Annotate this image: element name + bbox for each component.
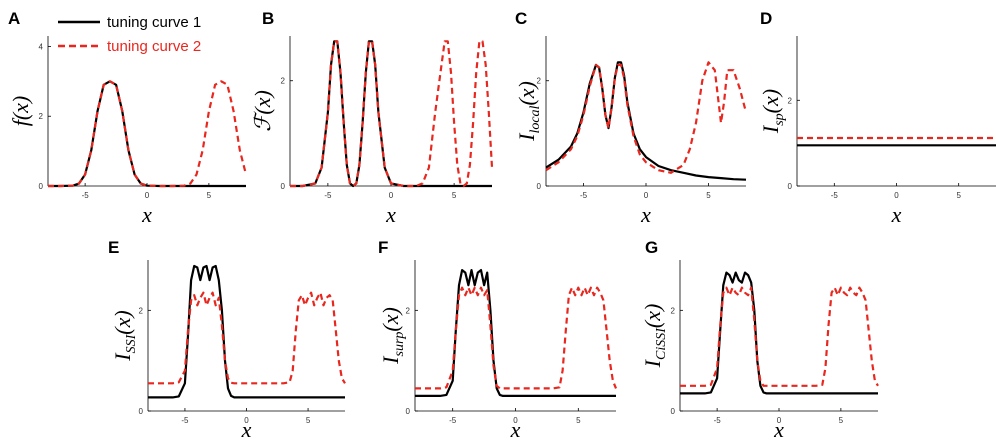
y-label-main: I (110, 352, 135, 362)
panel-letter: A (8, 9, 20, 28)
legend-label-tuning-curve-2: tuning curve 2 (107, 38, 201, 55)
x-tick-label: 5 (839, 416, 844, 425)
y-label-subscript: surp (392, 332, 407, 357)
x-tick-label: -5 (831, 191, 839, 200)
y-tick-label: 0 (281, 182, 286, 191)
y-tick-label: 0 (788, 182, 793, 191)
series-line-tuning-curve-2 (48, 80, 248, 188)
x-axis-label: x (385, 202, 396, 227)
x-tick-label: -5 (324, 191, 332, 200)
x-tick-label: 0 (389, 191, 394, 200)
y-label-suffix: (x) (514, 81, 539, 105)
x-axis-label: x (141, 202, 152, 227)
x-axis-label: x (640, 202, 651, 227)
panel-letter: G (645, 238, 658, 257)
x-tick-label: -5 (580, 191, 588, 200)
x-tick-label: 5 (956, 191, 961, 200)
panel-f: F -5 0 5 0 2 x Isurp(x) (378, 238, 618, 441)
x-tick-label: -5 (449, 416, 457, 425)
panel-letter: E (108, 238, 119, 257)
x-tick-label: 5 (706, 191, 711, 200)
y-tick-label: 0 (537, 182, 542, 191)
panel-c: C -5 0 5 0 2 x Ilocal(x) (514, 9, 748, 227)
y-tick-label: 2 (139, 306, 144, 315)
x-axis-label: x (241, 417, 252, 441)
x-tick-label: 0 (513, 416, 518, 425)
x-tick-label: -5 (82, 191, 90, 200)
panel-d: D -5 0 5 0 2 x Isp(x) (758, 9, 996, 227)
panel-a: A -5 0 5 0 2 4 x f(x) (8, 9, 248, 227)
x-tick-label: 0 (244, 416, 249, 425)
y-label-main: ℱ(x) (250, 90, 275, 132)
x-axis-label: x (510, 417, 521, 441)
series-line-tuning-curve-1 (545, 61, 747, 181)
y-label-main: I (378, 355, 403, 365)
panel-e: E -5 0 5 0 2 x ISSI(x) (108, 238, 346, 441)
y-axis-label: Ilocal(x) (514, 81, 543, 142)
series-line-tuning-curve-1 (148, 264, 345, 399)
x-tick-label: -5 (181, 416, 189, 425)
series-line-tuning-curve-2 (148, 291, 346, 385)
y-tick-label: 0 (406, 407, 411, 416)
y-label-main: I (640, 358, 665, 368)
panel-b: B -5 0 5 0 2 x ℱ(x) (250, 9, 494, 227)
panel-letter: D (760, 9, 772, 28)
y-label-subscript: CiSSI (654, 327, 669, 360)
panel-letter: B (262, 9, 274, 28)
y-label-suffix: (x) (378, 307, 403, 331)
y-label-main: f(x) (8, 96, 33, 127)
y-tick-label: 2 (39, 112, 44, 121)
y-tick-label: 2 (537, 77, 542, 86)
series-line-tuning-curve-2 (415, 286, 618, 390)
y-tick-label: 0 (39, 182, 44, 191)
panel-letter: C (515, 9, 527, 28)
y-tick-label: 0 (139, 407, 144, 416)
x-tick-label: 0 (777, 416, 782, 425)
x-tick-label: 0 (644, 191, 649, 200)
y-axis-label: ISSI(x) (110, 310, 139, 361)
series-line-tuning-curve-2 (680, 286, 879, 387)
x-axis-label: x (891, 202, 902, 227)
y-label-suffix: (x) (758, 89, 783, 113)
y-label-subscript: sp (772, 113, 787, 125)
y-label-subscript: local (528, 105, 543, 133)
y-label-main: I (514, 132, 539, 142)
x-tick-label: 0 (145, 191, 150, 200)
y-tick-label: 2 (671, 306, 676, 315)
y-tick-label: 0 (671, 407, 676, 416)
series-line-tuning-curve-1 (48, 80, 246, 188)
y-label-suffix: (x) (640, 304, 665, 328)
y-axis-label: Isp(x) (758, 89, 787, 134)
series-line-tuning-curve-2 (545, 61, 748, 174)
x-axis-label: x (773, 417, 784, 441)
y-label-main: I (758, 124, 783, 134)
x-tick-label: 5 (207, 191, 212, 200)
panel-letter: F (378, 238, 388, 257)
legend: tuning curve 1 tuning curve 2 (58, 14, 201, 55)
y-axis-label: ℱ(x) (250, 90, 275, 132)
x-tick-label: 5 (576, 416, 581, 425)
y-label-suffix: (x) (110, 310, 135, 334)
y-axis-label: f(x) (8, 96, 33, 127)
legend-label-tuning-curve-1: tuning curve 1 (107, 14, 201, 31)
y-tick-label: 4 (39, 42, 44, 51)
x-tick-label: 5 (306, 416, 311, 425)
x-tick-label: 0 (894, 191, 899, 200)
series-line-tuning-curve-1 (290, 40, 492, 188)
x-tick-label: -5 (714, 416, 722, 425)
panel-g: G -5 0 5 0 2 x ICiSSI(x) (640, 238, 879, 441)
y-tick-label: 2 (788, 96, 793, 105)
y-tick-label: 2 (406, 306, 411, 315)
x-tick-label: 5 (452, 191, 457, 200)
series-line-tuning-curve-2 (290, 40, 494, 188)
y-axis-label: ICiSSI(x) (640, 304, 669, 369)
y-axis-label: Isurp(x) (378, 307, 407, 365)
y-tick-label: 2 (281, 77, 286, 86)
y-label-subscript: SSI (124, 333, 139, 353)
